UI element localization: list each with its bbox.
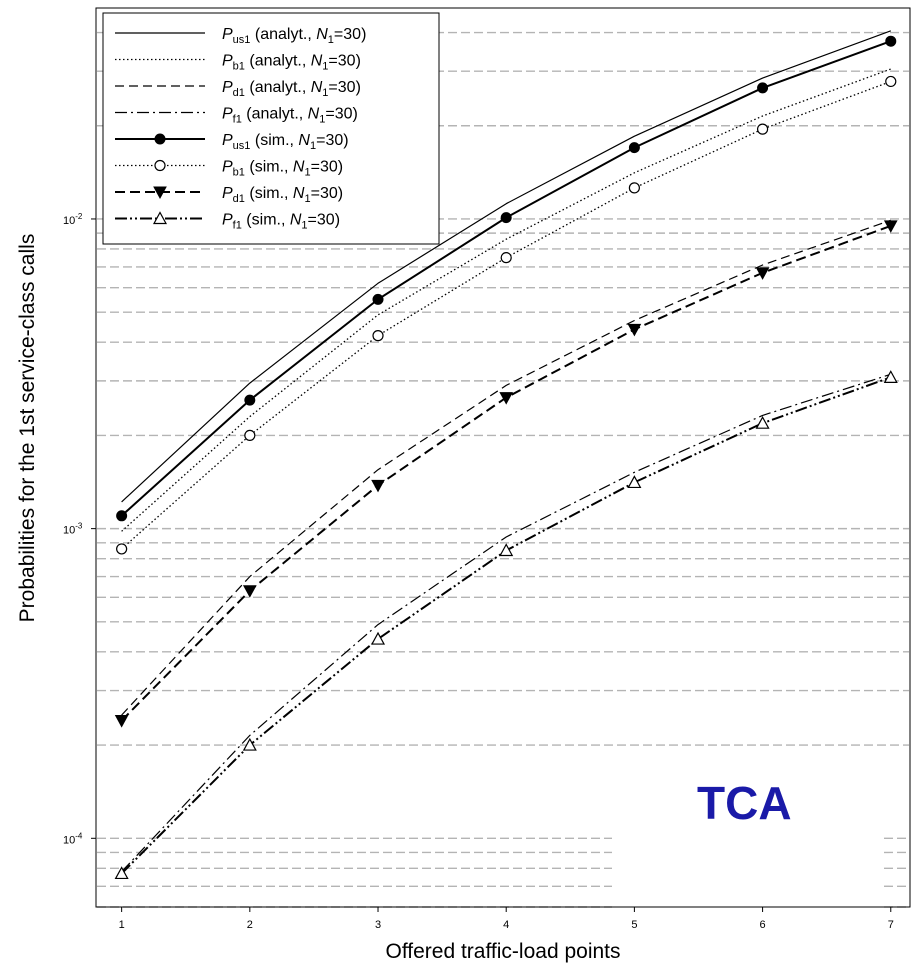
series-line-pb1_analyt (121, 68, 892, 532)
x-axis-title: Offered traffic-load points (385, 940, 620, 963)
data-point-pb1_sim (116, 543, 128, 555)
series-pb1_analyt (121, 68, 892, 532)
legend-item-pd1_analyt: Pd1 (analyt., N1=30) (115, 79, 361, 99)
series-pus1_sim (116, 35, 897, 522)
data-point-pf1_sim (755, 415, 770, 429)
y-axis-title: Probabilities for the 1st service-class … (16, 234, 39, 623)
data-point-pf1_sim (114, 866, 129, 880)
data-point-pd1_sim (883, 220, 898, 233)
legend-marker-pb1_sim (154, 159, 166, 172)
data-point-pf1_sim (627, 475, 642, 489)
series-pd1_sim (114, 220, 898, 728)
data-point-pd1_sim (755, 267, 770, 280)
x-tick-label: 1 (119, 919, 125, 931)
series-pd1_analyt (121, 219, 891, 716)
legend-label-pf1_analyt: Pf1 (analyt., N1=30) (222, 106, 358, 126)
series-pb1_sim (116, 75, 897, 555)
legend-item-pus1_sim: Pus1 (sim., N1=30) (115, 132, 349, 152)
data-point-pus1_sim (116, 510, 128, 522)
series-line-pd1_sim (120, 224, 892, 722)
x-tick-label: 2 (247, 919, 253, 931)
legend-item-pd1_sim: Pd1 (sim., N1=30) (115, 185, 343, 205)
legend-label-pb1_sim: Pb1 (sim., N1=30) (222, 159, 343, 179)
data-point-pb1_sim (756, 123, 769, 135)
data-point-pf1_sim (371, 631, 386, 645)
series-pf1_analyt (121, 373, 891, 873)
legend-item-pb1_analyt: Pb1 (analyt., N1=30) (115, 53, 361, 73)
data-point-pus1_sim (244, 394, 256, 406)
data-point-pus1_sim (500, 212, 512, 224)
y-tick-label: 10-3 (63, 522, 83, 537)
data-point-pd1_sim (242, 585, 257, 598)
legend-marker-pf1_sim (152, 211, 168, 225)
data-point-pus1_sim (885, 35, 897, 47)
data-point-pf1_sim (499, 543, 514, 557)
x-tick-label: 4 (503, 919, 509, 931)
data-point-pd1_sim (627, 323, 642, 337)
data-point-pf1_sim (883, 370, 898, 383)
legend: Pus1 (analyt., N1=30) Pb1 (analyt., N1=30… (102, 12, 440, 245)
legend-label-pd1_analyt: Pd1 (analyt., N1=30) (222, 79, 361, 99)
series-pf1_sim (114, 370, 898, 880)
data-point-pb1_sim (244, 429, 256, 442)
legend-marker-pus1_sim (154, 133, 166, 145)
x-tick-label: 5 (631, 919, 637, 931)
data-point-pb1_sim (885, 75, 897, 88)
data-point-pus1_sim (372, 293, 384, 305)
plot-frame (95, 7, 911, 908)
legend-box (102, 12, 440, 245)
chart-annotation-tca: TCA (697, 777, 792, 829)
data-point-pb1_sim (372, 330, 384, 342)
x-tick-label: 6 (760, 919, 766, 931)
data-point-pd1_sim (114, 715, 129, 728)
legend-label-pd1_sim: Pd1 (sim., N1=30) (222, 185, 343, 205)
legend-item-pf1_analyt: Pf1 (analyt., N1=30) (115, 106, 358, 126)
legend-label-pf1_sim: Pf1 (sim., N1=30) (222, 212, 340, 232)
legend-item-pb1_sim: Pb1 (sim., N1=30) (115, 159, 343, 179)
legend-label-pb1_analyt: Pb1 (analyt., N1=30) (222, 53, 361, 73)
data-point-pb1_sim (628, 182, 640, 194)
legend-marker-pd1_sim (153, 186, 167, 200)
series-line-pus1_analyt (121, 30, 892, 503)
data-point-pd1_sim (371, 479, 385, 493)
data-point-pus1_sim (628, 142, 640, 154)
data-point-pd1_sim (499, 392, 514, 405)
data-point-pus1_sim (757, 82, 769, 94)
y-tick-label: 10-2 (63, 212, 83, 227)
data-point-pf1_sim (242, 737, 257, 751)
y-tick-label: 10-4 (63, 831, 83, 846)
series-pus1_analyt (121, 30, 892, 503)
x-tick-label: 3 (375, 919, 381, 931)
axes: 1 2 3 4 5 6 7 10-4 10-3 10-2 (63, 212, 894, 931)
legend-label-pus1_sim: Pus1 (sim., N1=30) (222, 132, 349, 152)
legend-item-pus1_analyt: Pus1 (analyt., N1=30) (115, 26, 366, 46)
legend-item-pf1_sim: Pf1 (sim., N1=30) (115, 211, 340, 232)
series-line-pd1_analyt (121, 219, 891, 716)
series-line-pf1_analyt (121, 373, 891, 873)
x-tick-label: 7 (888, 919, 894, 931)
data-point-pb1_sim (500, 252, 512, 264)
series-layer (114, 30, 898, 880)
legend-label-pus1_analyt: Pus1 (analyt., N1=30) (222, 26, 366, 46)
